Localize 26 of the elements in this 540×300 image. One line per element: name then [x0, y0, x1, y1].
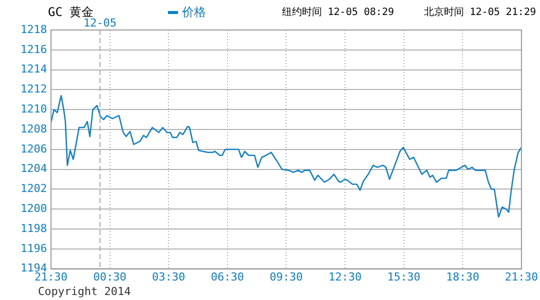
y-tick-label: 1210: [20, 102, 47, 116]
y-tick-label: 1218: [20, 22, 47, 36]
text: 北京时间 12-05 21:29: [424, 6, 536, 19]
text: Copyright 2014: [38, 285, 131, 298]
x-tick-label: 21:30: [504, 270, 538, 284]
text: 纽约时间 12-05 08:29: [282, 6, 394, 19]
x-tick-label: 00:30: [93, 270, 126, 284]
y-tick-label: 1196: [20, 242, 47, 255]
y-tick-label: 1212: [20, 82, 47, 96]
x-tick-label: 15:30: [387, 270, 420, 284]
y-tick-label: 1198: [20, 222, 47, 235]
x-tick-label: 03:30: [152, 270, 186, 284]
chart-title: GC 黄金: [48, 4, 94, 19]
x-tick-label: 06:30: [210, 270, 244, 284]
y-tick-label: 1202: [20, 182, 47, 196]
x-tick-label: 09:30: [270, 270, 303, 284]
legend-label: 价格: [182, 4, 206, 21]
y-tick-label: 1200: [20, 202, 47, 215]
ref-line-label: 12-05: [83, 16, 117, 30]
y-tick-label: 1204: [20, 162, 48, 176]
y-tick-label: 1216: [20, 42, 47, 56]
x-tick-label: 18:30: [446, 270, 480, 284]
y-tick-label: 1208: [20, 122, 47, 136]
x-tick-label: 12:30: [328, 270, 362, 284]
y-tick-label: 1206: [20, 142, 47, 156]
y-tick-label: 1214: [20, 62, 48, 76]
